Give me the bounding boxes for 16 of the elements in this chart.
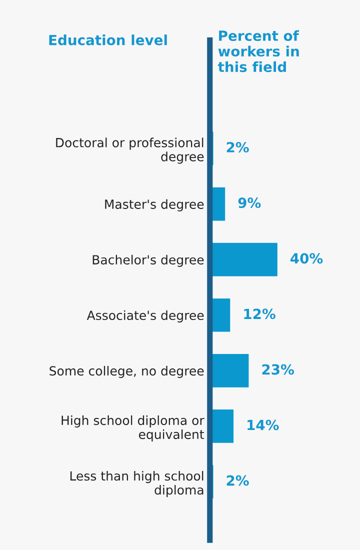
data-label: 14% [248, 420, 279, 430]
y-tick-label: Bachelor's degree [92, 254, 204, 267]
y-tick-label: Master's degree [105, 199, 204, 212]
data-label: 12% [244, 308, 276, 320]
y-tick-label: Associate's degree [86, 310, 204, 322]
y-tick-label: Less than high school diploma [70, 470, 204, 498]
data-label: 23% [262, 364, 294, 375]
y-tick-label: High school diploma or equivalent [62, 415, 204, 442]
y-tick-label: Some college, no degree [50, 366, 204, 378]
data-label: 2% [226, 475, 249, 486]
y-tick-label: Doctoral or professional degree [56, 138, 204, 164]
data-label: 9% [238, 198, 261, 208]
text: Education level [49, 34, 167, 46]
data-label: 2% [226, 142, 249, 152]
x-axis-title: Percent of workers in this field [218, 30, 299, 72]
data-label: 40% [290, 253, 323, 264]
